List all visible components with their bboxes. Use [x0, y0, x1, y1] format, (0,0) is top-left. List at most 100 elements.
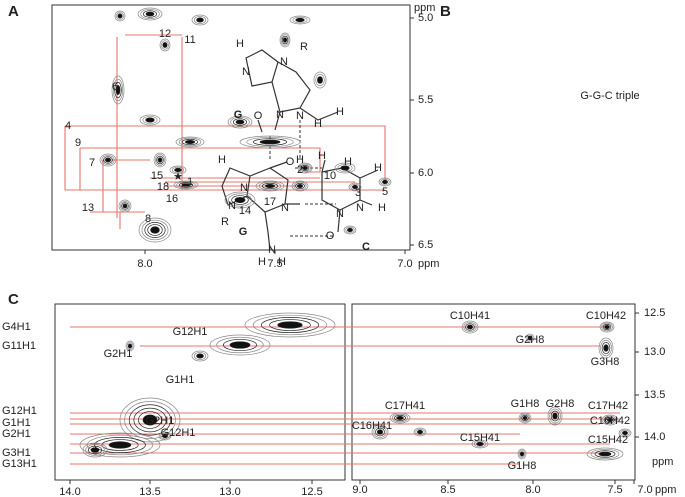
y-tick-label: 6.5 — [418, 239, 433, 251]
atom-label: H — [258, 256, 266, 268]
contour — [119, 397, 181, 443]
contour — [340, 165, 350, 171]
peak-label: G12H1 — [173, 326, 208, 338]
peak-label: 8 — [145, 213, 151, 225]
y-tick-label: 5.0 — [418, 12, 433, 24]
contour — [104, 157, 112, 163]
row-label: G4H1 — [2, 321, 31, 333]
contour — [299, 163, 311, 173]
peak-label: G1H1 — [166, 374, 195, 386]
contour — [281, 35, 289, 45]
contour — [193, 352, 207, 360]
contour — [389, 412, 411, 424]
structure-title: G-G-C triple — [580, 90, 639, 102]
contour — [128, 404, 172, 436]
contour — [292, 16, 308, 24]
contour — [601, 342, 611, 354]
peak-label: C16H41 — [352, 420, 392, 432]
contour — [259, 139, 281, 145]
row-label: G11H1 — [2, 340, 36, 352]
atom-label: H — [296, 154, 304, 166]
contour — [375, 427, 385, 437]
contour — [112, 78, 124, 102]
contour — [162, 42, 168, 48]
contour — [145, 117, 155, 123]
contour — [216, 336, 264, 354]
contour — [600, 339, 612, 357]
peak-label: C15H41 — [460, 432, 500, 444]
peak-label: 11 — [184, 34, 195, 46]
contour — [465, 323, 475, 331]
unit-label: ppm — [418, 258, 439, 270]
contour — [594, 450, 616, 458]
contour — [518, 412, 532, 424]
contour — [337, 164, 353, 172]
panel-c-left-frame — [54, 303, 346, 481]
peak-label: 16 — [166, 193, 178, 205]
panel-a-frame — [51, 4, 411, 251]
contour — [184, 139, 196, 145]
contour — [289, 15, 311, 25]
contour — [549, 408, 561, 424]
peak-label: C10H42 — [586, 310, 626, 322]
contour — [525, 333, 535, 343]
contour — [117, 13, 123, 19]
contour — [239, 135, 301, 149]
contour — [229, 341, 251, 349]
contour — [108, 441, 132, 449]
contour — [521, 414, 529, 422]
peak-label: C15H42 — [588, 434, 628, 446]
contour — [518, 450, 526, 458]
contour — [302, 165, 308, 171]
contour — [282, 37, 288, 43]
y-tick-label: 13.0 — [644, 346, 665, 358]
structure-bonds — [221, 49, 379, 251]
contour — [142, 116, 158, 124]
row-label: G12H1 — [2, 405, 37, 417]
y-tick-label: 13.5 — [644, 389, 665, 401]
contour — [396, 415, 404, 421]
contour — [169, 165, 187, 175]
panel-a-red-lines — [64, 34, 386, 229]
atom-label: N — [281, 202, 289, 214]
y-tick-label: 6.0 — [418, 167, 433, 179]
contour — [255, 180, 285, 192]
contour — [618, 428, 632, 438]
contour — [181, 138, 199, 146]
row-label: G1H1 — [2, 417, 31, 429]
contour — [466, 324, 474, 330]
contour — [153, 152, 167, 168]
contour — [139, 114, 161, 126]
atom-label: H — [318, 150, 326, 162]
atom-label: H — [278, 256, 286, 268]
contour — [191, 14, 209, 26]
contour — [191, 350, 209, 362]
contour — [315, 73, 325, 87]
contour — [291, 180, 309, 192]
peak-label: G12H1 — [161, 427, 196, 439]
panel-c-right-frame — [351, 303, 636, 481]
contour — [603, 344, 609, 352]
contour — [277, 321, 303, 329]
peak-label: 10 — [324, 170, 336, 182]
contour — [227, 115, 253, 129]
contour — [230, 116, 250, 128]
atom-label: H — [374, 162, 382, 174]
contour — [82, 442, 108, 458]
atom-label: N — [228, 200, 236, 212]
contour — [471, 439, 489, 449]
atom-label: R — [300, 41, 308, 53]
contour — [313, 71, 327, 89]
row-label: G13H1 — [2, 458, 37, 470]
x-tick-label: 8.0 — [137, 258, 152, 270]
x-tick-label: 7.0 — [397, 258, 412, 270]
contour — [269, 319, 311, 331]
contour — [101, 154, 115, 166]
atom-label: H — [344, 156, 352, 168]
peak-label: C10H41 — [450, 310, 490, 322]
atom-label: H — [378, 202, 386, 214]
contour — [156, 155, 164, 165]
contour — [90, 447, 100, 453]
atom-label: N — [336, 208, 344, 220]
